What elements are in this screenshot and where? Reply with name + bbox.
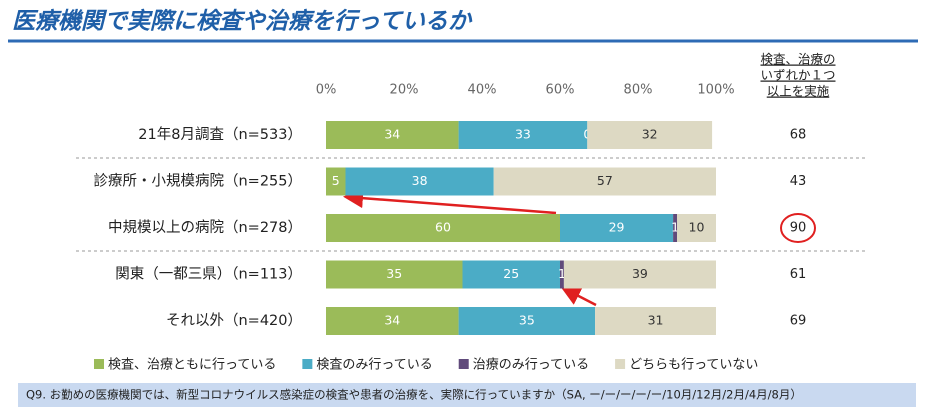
value-label: 35 [386,266,402,281]
legend-label: どちらも行っていない [629,358,758,373]
summary-value: 61 [790,267,807,282]
category-label: 中規模以上の病院（n=278） [108,219,302,236]
bar-segment [462,260,560,289]
bar-segment [673,214,677,242]
value-label: 25 [503,266,519,281]
legend-label: 検査のみ行っている [316,358,432,373]
value-label: 5 [332,173,340,188]
category-label: 診療所・小規模病院（n=255） [93,173,302,190]
legend-label: 検査、治療ともに行っている [108,358,276,373]
bar-segment [563,260,716,289]
legend-swatch [302,359,313,369]
bar-segment [326,167,346,196]
summary-value: 69 [790,314,807,329]
value-label: 1 [671,220,679,235]
summary-value: 43 [790,174,807,189]
category-label: 21年8月調査（n=533） [138,126,302,143]
bar-segment [560,214,674,242]
summary-value: 90 [790,221,807,236]
x-tick-label: 20% [390,83,419,98]
x-tick-label: 80% [624,83,653,98]
value-label: 60 [435,220,451,235]
x-tick-label: 100% [697,83,734,98]
note: Q9. お勤めの医療機関では、新型コロナウイルス感染症の検査や患者の治療を、実際… [26,388,802,402]
x-tick-label: 0% [316,83,337,98]
bar-segment [326,214,560,242]
value-label: 29 [609,220,625,235]
bar-segment [326,260,463,289]
x-tick-label: 40% [468,83,497,98]
bar-segment [560,260,564,289]
summary-header: 検査、治療の [760,52,835,67]
value-label: 34 [384,313,400,328]
highlight-circle [780,213,816,243]
legend-swatch [458,359,469,369]
value-label: 34 [384,127,400,142]
category-label: 関東（一都三県）（n=113） [115,266,302,283]
bar-segment [493,167,716,196]
summary-value: 68 [790,128,807,143]
bar-segment [587,121,713,149]
value-label: 32 [642,127,658,142]
x-tick-label: 60% [546,83,575,98]
bar-segment [677,214,716,242]
bar-segment [326,307,459,335]
value-label: 31 [648,313,664,328]
legend-label: 治療のみ行っている [473,358,589,373]
bar-segment [345,167,494,196]
arrow [560,286,597,307]
bar-segment [595,307,716,335]
value-label: 33 [515,127,531,142]
note-band [18,383,916,407]
legend-swatch [615,359,626,369]
summary-header: いずれか１つ [760,68,835,83]
bar-segment [458,307,596,335]
summary-header: 以上を実施 [767,84,830,99]
bar-segment [326,121,459,149]
value-label: 39 [632,266,648,281]
legend-swatch [94,359,104,369]
chart-title: 医療機関で実際に検査や治療を行っているか [12,9,473,35]
value-label: 57 [597,173,613,188]
category-label: それ以外（n=420） [166,312,302,329]
value-label: 10 [689,220,705,235]
bar-segment [458,121,588,149]
value-label: 1 [558,266,566,281]
arrow [343,188,557,215]
value-label: 35 [519,313,535,328]
value-label: 38 [412,173,428,188]
